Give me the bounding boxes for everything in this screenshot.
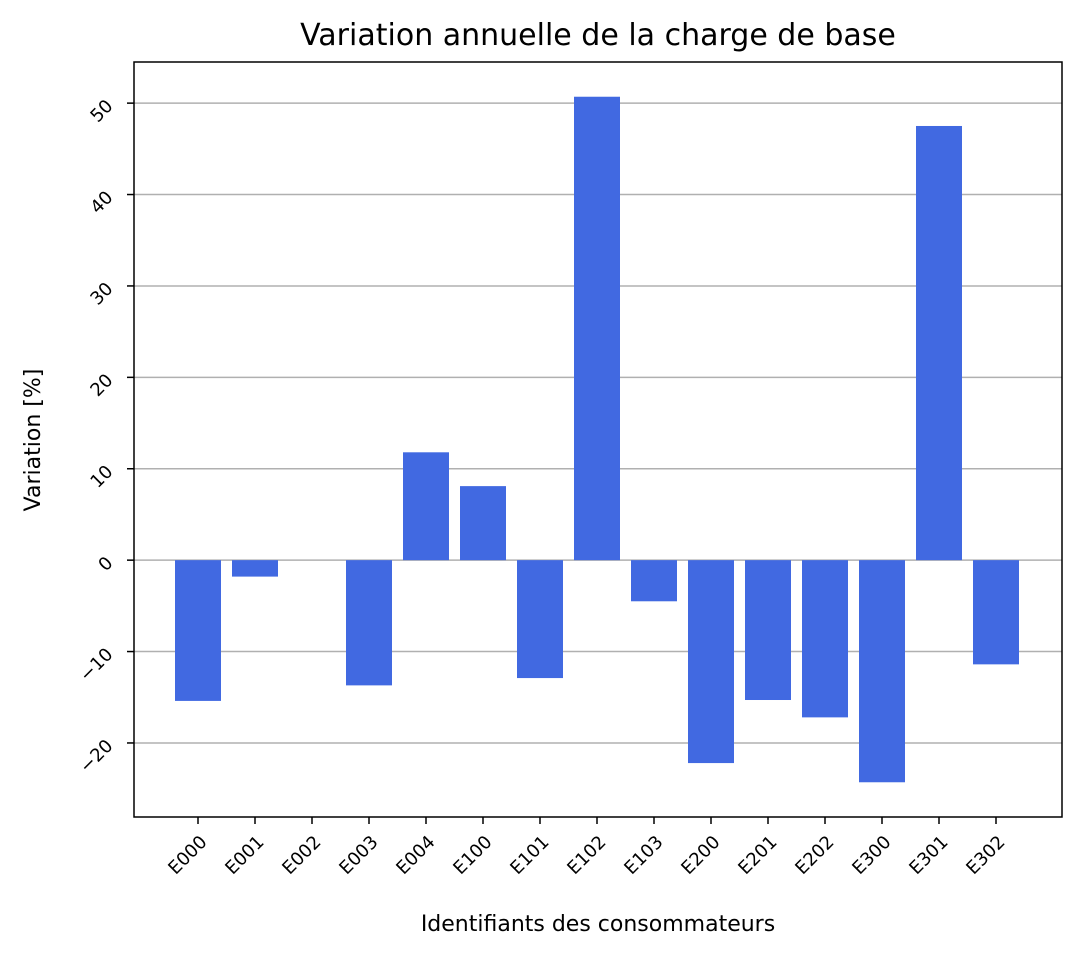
y-tick-label: 0 bbox=[94, 553, 117, 576]
x-tick-label: E200 bbox=[677, 832, 724, 879]
y-tick-label: 40 bbox=[86, 187, 117, 218]
bar bbox=[802, 560, 848, 718]
bars bbox=[175, 96, 1019, 783]
bar bbox=[745, 560, 791, 701]
plot-frame bbox=[133, 61, 1063, 818]
bar bbox=[973, 560, 1019, 665]
y-tick-label: 50 bbox=[86, 96, 117, 127]
bar bbox=[175, 560, 221, 701]
y-tick-label: 10 bbox=[86, 461, 117, 492]
bar bbox=[403, 452, 449, 561]
bar bbox=[232, 560, 278, 577]
x-tick-label: E002 bbox=[278, 832, 325, 879]
y-tick-label: 20 bbox=[86, 370, 117, 401]
x-axis-label: Identifiants des consommateurs bbox=[421, 912, 775, 937]
x-tick-label: E202 bbox=[791, 832, 838, 879]
x-tick-label: E301 bbox=[905, 832, 952, 879]
x-tick-label: E102 bbox=[563, 832, 610, 879]
x-tick-label: E302 bbox=[962, 832, 1009, 879]
bar bbox=[517, 560, 563, 679]
x-tick-label: E101 bbox=[506, 832, 553, 879]
x-tick-label: E001 bbox=[221, 832, 268, 879]
x-tick-label: E100 bbox=[449, 832, 496, 879]
bar bbox=[688, 560, 734, 764]
y-axis-label: Variation [%] bbox=[21, 369, 46, 512]
bar bbox=[916, 125, 962, 561]
y-tick-label: 30 bbox=[86, 279, 117, 310]
bar bbox=[859, 560, 905, 783]
x-tick-label: E004 bbox=[392, 832, 439, 879]
bar bbox=[574, 96, 620, 561]
bar bbox=[460, 486, 506, 561]
x-axis-ticks: E000 E001 E002 E003 E004 E100 E101 E102 E103 E200… bbox=[164, 817, 1010, 879]
bar bbox=[631, 560, 677, 602]
chart-title: Variation annuelle de la charge de base bbox=[300, 18, 896, 53]
x-tick-label: E201 bbox=[734, 832, 781, 879]
x-tick-label: E103 bbox=[620, 832, 667, 879]
x-tick-label: E003 bbox=[335, 832, 382, 879]
y-tick-label: −20 bbox=[76, 736, 118, 778]
x-tick-label: E000 bbox=[164, 832, 211, 879]
x-tick-label: E300 bbox=[848, 832, 895, 879]
y-tick-label: −10 bbox=[76, 644, 118, 686]
bar bbox=[346, 560, 392, 686]
y-axis-ticks: −20 −10 0 10 20 30 40 50 bbox=[76, 96, 134, 778]
